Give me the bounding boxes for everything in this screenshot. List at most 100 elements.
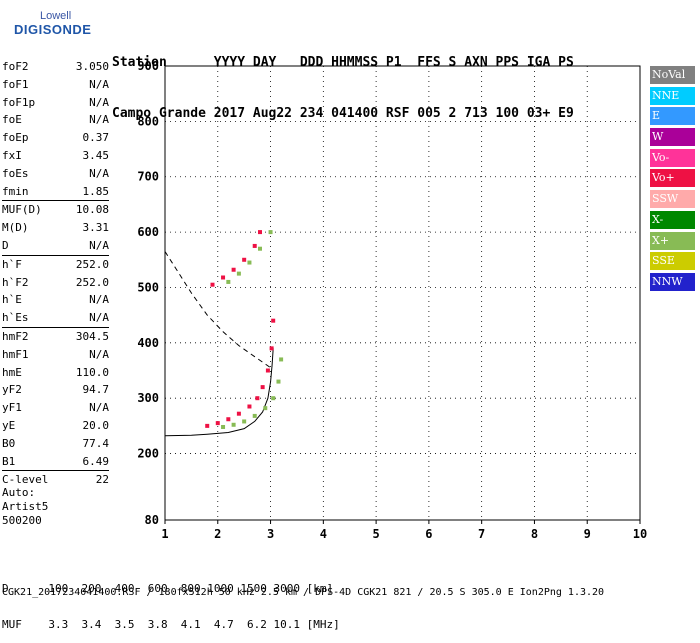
x-tick-label: 4 <box>320 527 327 541</box>
param-label: MUF(D) <box>2 203 42 217</box>
y-tick-label: 900 <box>137 59 159 73</box>
y-tick-label: 400 <box>137 336 159 350</box>
param-row: h`Es N/A <box>2 309 109 327</box>
param-row: B1 6.49 <box>2 453 109 471</box>
param-row: hmF2 304.5 <box>2 326 109 346</box>
param-value: N/A <box>89 401 109 415</box>
param-row: M(D) 3.31 <box>2 219 109 237</box>
param-value: 94.7 <box>82 383 110 397</box>
param-label: hmF2 <box>2 329 29 343</box>
param-row: h`E N/A <box>2 291 109 309</box>
trace-point <box>231 267 236 272</box>
logo-digisonde: DIGISONDE <box>14 22 92 37</box>
trace-point <box>215 421 220 426</box>
x-tick-label: 10 <box>633 527 647 541</box>
param-value: 77.4 <box>82 436 110 450</box>
legend-item: NNW <box>650 272 695 291</box>
trace-point <box>252 243 257 248</box>
param-label: foF2 <box>2 60 29 73</box>
legend-item: X- <box>650 210 695 229</box>
trace-point <box>221 275 226 280</box>
trace-point <box>205 423 210 428</box>
param-row: C-level 22 <box>2 470 109 489</box>
d-row: D 100 200 400 600 800 1000 1500 3000 [km… <box>2 582 334 595</box>
param-row: yF1 N/A <box>2 399 109 417</box>
param-label: B1 <box>2 454 16 468</box>
ionogram-chart: 1 2 3 4 5 6 7 8 9 10 80 200 300 400 500 600 700 800 900 <box>137 59 647 541</box>
param-label: D <box>2 238 9 252</box>
param-value: 10.08 <box>75 203 109 217</box>
legend-item: W <box>650 128 695 147</box>
param-label: yF1 <box>2 401 22 415</box>
x-tick-label: 7 <box>478 527 485 541</box>
parameter-table: foF2 3.050 foF1 N/A foF1p N/A foE N/A foEp 0.37 fx… <box>2 58 109 489</box>
param-row: foEs N/A <box>2 165 109 183</box>
x-tick-label: 2 <box>214 527 221 541</box>
trace-point <box>258 246 262 251</box>
param-value: N/A <box>89 166 109 180</box>
param-row: foEp 0.37 <box>2 129 109 147</box>
trace-point <box>268 230 273 235</box>
param-label: h`F <box>2 257 22 271</box>
trace-point <box>226 279 231 284</box>
trace-point <box>242 419 247 424</box>
param-label: C-level <box>2 473 49 487</box>
profile-line <box>164 348 274 437</box>
trace-point <box>255 396 260 401</box>
param-value: 22 <box>95 473 109 487</box>
param-row: hmE 110.0 <box>2 364 109 382</box>
trace-point <box>263 406 268 411</box>
param-row: hmF1 N/A <box>2 346 109 364</box>
trace-point <box>276 379 281 384</box>
param-value: N/A <box>89 77 109 91</box>
legend-item: NoVal <box>650 66 695 84</box>
param-row: fmin 1.85 <box>2 183 109 201</box>
param-value: N/A <box>89 95 109 109</box>
y-tick-label: 200 <box>137 447 159 461</box>
trace-point <box>271 396 276 401</box>
y-tick-label: 80 <box>145 513 159 527</box>
param-value: N/A <box>89 238 109 252</box>
y-tick-label: 800 <box>137 114 159 128</box>
param-row: foF1p N/A <box>2 94 109 112</box>
legend-item: SSW <box>650 190 695 209</box>
x-tick-label: 1 <box>161 527 168 541</box>
legend-item: Vo- <box>650 148 695 167</box>
param-label: h`F2 <box>2 275 29 289</box>
x-tick-label: 8 <box>531 527 538 541</box>
trace-point <box>260 385 265 390</box>
param-value: 252.0 <box>75 257 109 271</box>
trace-point <box>258 230 262 235</box>
param-value: 1.85 <box>82 184 110 198</box>
trace-point <box>247 404 252 409</box>
logo-lowell: Lowell <box>40 10 72 22</box>
profile-dashed-line <box>164 251 271 369</box>
param-label: foF1 <box>2 77 29 91</box>
param-label: yE <box>2 418 16 432</box>
param-label: h`E <box>2 293 22 307</box>
param-row: MUF(D) 10.08 <box>2 200 109 219</box>
auto-code: 500200 <box>2 514 42 527</box>
param-row: foF1 N/A <box>2 76 109 94</box>
trace-point <box>210 282 215 287</box>
footer-info: CGK21_2017234041400.RSF / 180fx512h 50 k… <box>2 587 605 598</box>
param-label: foEp <box>2 131 29 145</box>
param-label: foF1p <box>2 95 36 109</box>
param-row: D N/A <box>2 237 109 255</box>
param-label: fmin <box>2 184 29 198</box>
trace-point <box>226 417 231 422</box>
trace-point <box>247 260 252 265</box>
param-label: fxI <box>2 148 22 162</box>
trace-point <box>252 413 257 418</box>
x-tick-label: 9 <box>584 527 591 541</box>
trace-point <box>236 271 241 276</box>
y-tick-label: 600 <box>137 225 159 239</box>
param-value: 3.45 <box>82 148 110 162</box>
param-label: h`Es <box>2 311 29 325</box>
y-tick-label: 700 <box>137 170 159 184</box>
param-value: N/A <box>89 113 109 127</box>
auto-scaling-info: Auto: Artist5 500200 <box>2 486 48 528</box>
x-tick-label: 3 <box>267 527 274 541</box>
x-tick-label: 5 <box>372 527 379 541</box>
param-value: 20.0 <box>82 418 110 432</box>
